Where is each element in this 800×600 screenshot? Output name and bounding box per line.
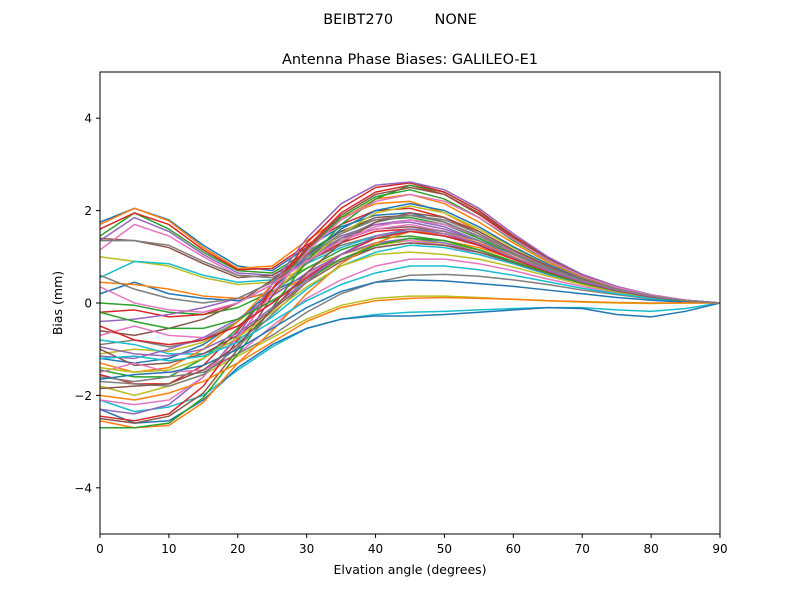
y-tick-label: −4	[74, 481, 92, 495]
series-line-21	[99, 202, 721, 364]
x-tick-label: 40	[368, 542, 383, 556]
chart-suptitle: BEIBT270 NONE	[323, 12, 477, 28]
series-line-26	[99, 242, 721, 367]
y-tick-label: 2	[84, 204, 92, 218]
series-line-30	[99, 302, 721, 413]
series-line-39	[99, 251, 721, 374]
x-tick-label: 90	[712, 542, 727, 556]
x-axis-label: Elvation angle (degrees)	[333, 562, 486, 577]
x-tick-label: 80	[643, 542, 658, 556]
x-axis: 0 10 20 30 40 50 60 70 80 90	[96, 534, 728, 556]
y-axis-label: Bias (mm)	[50, 271, 65, 335]
x-tick-label: 50	[437, 542, 452, 556]
series-line-28	[99, 273, 721, 383]
series-line-40	[99, 265, 721, 362]
series-line-42	[99, 296, 720, 401]
chart-title: Antenna Phase Biases: GALILEO-E1	[282, 52, 538, 68]
x-tick-label: 60	[506, 542, 521, 556]
y-axis: −4 −2 0 2 4	[74, 112, 100, 495]
series-line-41	[99, 279, 721, 380]
y-tick-label: 0	[84, 297, 92, 311]
series-line-18	[99, 214, 721, 348]
x-tick-label: 20	[230, 542, 245, 556]
series-line-48	[99, 214, 721, 304]
series-line-31	[99, 302, 721, 424]
x-tick-label: 0	[96, 542, 104, 556]
series-line-15	[99, 219, 721, 323]
series-layer	[99, 181, 721, 429]
y-tick-label: 4	[84, 112, 92, 126]
series-line-37	[99, 193, 721, 406]
x-tick-label: 10	[161, 542, 176, 556]
y-tick-label: −2	[74, 389, 92, 403]
x-tick-label: 30	[299, 542, 314, 556]
x-tick-label: 70	[575, 542, 590, 556]
series-line-45	[99, 228, 721, 357]
